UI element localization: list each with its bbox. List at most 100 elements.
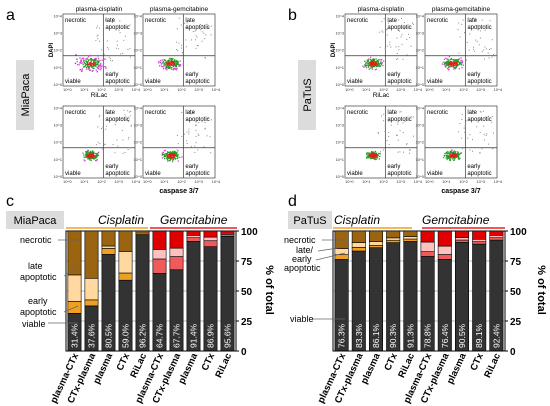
bar-segment-early-apoptotic xyxy=(169,256,184,271)
bar-value-label: 90.3% xyxy=(388,323,398,348)
event-dot xyxy=(99,143,101,145)
event-dot xyxy=(168,66,171,69)
event-dot xyxy=(444,152,446,155)
event-dot xyxy=(454,154,457,156)
event-dot xyxy=(373,151,375,153)
event-dot xyxy=(97,65,100,68)
row-label-patus-flow: PaTuS xyxy=(298,60,316,130)
event-dot xyxy=(159,65,161,67)
event-dot xyxy=(375,60,377,62)
event-dot xyxy=(450,65,453,68)
event-dot xyxy=(99,64,101,67)
bar-segment-late-apoptotic xyxy=(437,245,452,255)
event-dot xyxy=(375,62,378,65)
event-dot xyxy=(161,59,163,61)
panel-letter-c: c xyxy=(6,193,14,210)
event-dot xyxy=(168,65,170,67)
event-dot xyxy=(368,64,370,67)
x-tick-label: 10^4 xyxy=(494,87,503,92)
event-dot xyxy=(452,61,455,63)
x-tick-label: 10^1 xyxy=(362,87,371,92)
event-dot xyxy=(91,59,93,61)
event-dot xyxy=(452,64,454,66)
event-dot xyxy=(362,65,364,67)
event-dot xyxy=(386,140,388,141)
event-dot xyxy=(381,115,382,117)
event-dot xyxy=(93,156,95,158)
event-dot xyxy=(453,67,455,69)
y-tick-label: 75 xyxy=(241,257,253,268)
y-tick-label: 25 xyxy=(510,317,522,328)
event-dot xyxy=(383,60,385,62)
bar-segment-late-apoptotic xyxy=(186,235,201,239)
event-dot xyxy=(375,58,377,60)
event-dot xyxy=(450,57,452,60)
event-dot xyxy=(455,156,458,158)
event-dot xyxy=(367,155,369,157)
event-dot xyxy=(374,69,377,71)
event-dot xyxy=(450,150,452,152)
event-dot xyxy=(117,145,119,147)
event-dot xyxy=(176,67,178,70)
event-dot xyxy=(171,154,173,156)
event-dot xyxy=(449,61,452,64)
event-dot xyxy=(188,131,190,133)
event-dot xyxy=(370,59,372,61)
event-dot xyxy=(443,154,445,157)
y-tick-label: 10^0 xyxy=(335,82,344,87)
leader-line xyxy=(315,252,346,261)
x-tick-label: 10^0 xyxy=(143,87,152,92)
event-dot xyxy=(479,30,481,32)
y-tick-label: 10^1 xyxy=(335,65,344,70)
event-dot xyxy=(130,111,132,112)
event-dot xyxy=(376,157,379,159)
event-dot xyxy=(449,59,452,61)
bar-segment-necrotic xyxy=(152,230,167,250)
event-dot xyxy=(366,64,368,66)
bar-segment-early-apoptotic xyxy=(437,254,452,260)
event-dot xyxy=(174,64,176,66)
event-dot xyxy=(488,57,490,59)
event-dot xyxy=(374,64,377,66)
event-dot xyxy=(174,59,176,61)
flow-plot-frame xyxy=(344,105,418,179)
event-dot xyxy=(89,157,91,159)
event-dot xyxy=(369,58,371,61)
event-dot xyxy=(370,155,372,158)
event-dot xyxy=(81,68,84,70)
event-dot xyxy=(168,63,170,65)
event-dot xyxy=(76,58,78,60)
event-dot xyxy=(395,46,397,48)
event-dot xyxy=(74,62,77,64)
event-dot xyxy=(456,61,458,64)
bar-value-label: 91.4% xyxy=(189,323,199,348)
x-tick-label: 10^4 xyxy=(132,87,141,92)
flow-plot-frame xyxy=(142,13,216,87)
event-dot xyxy=(174,63,176,65)
event-dot xyxy=(162,151,164,153)
event-dot xyxy=(102,64,104,66)
event-dot xyxy=(165,66,167,68)
bar-segment-late-apoptotic xyxy=(203,236,218,242)
ylabel-d: % of total xyxy=(535,265,547,315)
event-dot xyxy=(444,65,446,67)
event-dot xyxy=(446,158,448,161)
event-dot xyxy=(493,132,494,134)
event-dot xyxy=(410,116,412,118)
event-dot xyxy=(179,64,181,66)
row-label-miapaca: MiaPaca xyxy=(20,73,32,117)
event-dot xyxy=(91,70,94,72)
event-dot xyxy=(129,24,131,26)
event-dot xyxy=(89,65,92,67)
event-dot xyxy=(372,63,374,65)
event-dot xyxy=(373,58,375,60)
event-dot xyxy=(374,150,377,153)
event-dot xyxy=(177,60,179,63)
event-dot xyxy=(377,64,380,66)
event-dot xyxy=(85,153,87,155)
event-dot xyxy=(456,65,458,67)
event-dot xyxy=(412,22,413,24)
event-dot xyxy=(163,66,165,68)
event-dot xyxy=(386,45,388,47)
event-dot xyxy=(401,34,403,36)
